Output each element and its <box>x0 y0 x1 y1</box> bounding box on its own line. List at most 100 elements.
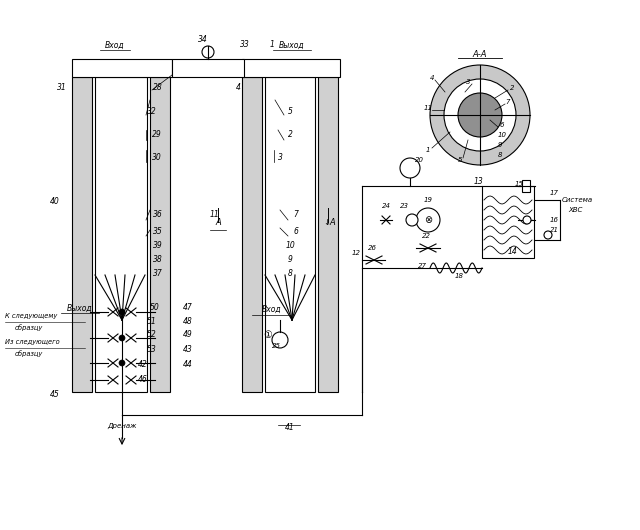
Text: 16: 16 <box>550 217 559 223</box>
Bar <box>95 77 147 392</box>
Circle shape <box>119 360 125 366</box>
Text: 27: 27 <box>418 263 427 269</box>
Circle shape <box>400 158 420 178</box>
Text: 4: 4 <box>429 75 435 81</box>
Text: 28: 28 <box>153 84 163 93</box>
Text: 18: 18 <box>455 273 464 279</box>
Circle shape <box>202 46 214 58</box>
Text: А-А: А-А <box>473 50 487 59</box>
Text: образцу: образцу <box>15 350 44 357</box>
Text: 19: 19 <box>424 197 433 203</box>
Text: 11: 11 <box>424 105 433 111</box>
Text: 13: 13 <box>473 178 483 187</box>
Text: образцу: образцу <box>15 324 44 331</box>
Bar <box>172 59 244 77</box>
Text: 15: 15 <box>515 181 524 187</box>
Bar <box>72 77 92 392</box>
Text: 46: 46 <box>138 375 148 384</box>
Text: 6: 6 <box>294 227 298 236</box>
Text: 8: 8 <box>498 152 502 158</box>
Circle shape <box>119 309 125 315</box>
Text: ⊗: ⊗ <box>424 215 432 225</box>
Text: 20: 20 <box>415 157 424 163</box>
Text: 53: 53 <box>147 346 157 355</box>
Text: А: А <box>215 218 221 227</box>
Text: Выход: Выход <box>279 40 305 49</box>
Text: 7: 7 <box>294 210 298 219</box>
Text: 8: 8 <box>287 269 292 278</box>
Text: Вход: Вход <box>105 40 125 49</box>
Text: Из следующего: Из следующего <box>5 339 60 345</box>
Text: 21: 21 <box>550 227 559 233</box>
Text: 12: 12 <box>352 250 361 256</box>
Text: 3: 3 <box>278 154 282 163</box>
Text: 17: 17 <box>550 190 559 196</box>
Circle shape <box>444 79 516 151</box>
Text: 31: 31 <box>57 84 67 93</box>
Text: 2: 2 <box>509 85 515 91</box>
Text: 25: 25 <box>272 343 281 349</box>
Text: 10: 10 <box>285 242 295 251</box>
Text: К следующему: К следующему <box>5 313 57 319</box>
Text: 47: 47 <box>183 304 193 313</box>
Text: 44: 44 <box>183 360 193 369</box>
Bar <box>242 59 340 77</box>
Text: 48: 48 <box>183 317 193 326</box>
Text: 29: 29 <box>152 130 162 139</box>
Text: 2: 2 <box>287 130 292 139</box>
Text: 30: 30 <box>152 154 162 163</box>
Bar <box>482 186 534 258</box>
Text: 10: 10 <box>497 132 506 138</box>
Bar <box>318 77 338 392</box>
Bar <box>265 77 315 392</box>
Circle shape <box>544 231 552 239</box>
Circle shape <box>416 208 440 232</box>
Text: ↓А: ↓А <box>324 218 337 227</box>
Text: 33: 33 <box>240 40 250 49</box>
Bar <box>72 59 172 77</box>
Text: 26: 26 <box>368 245 377 251</box>
Text: ХВС: ХВС <box>568 207 582 213</box>
Text: 41: 41 <box>285 423 295 432</box>
Text: 43: 43 <box>183 346 193 355</box>
Text: Система: Система <box>562 197 593 203</box>
Text: Дренаж: Дренаж <box>108 423 137 429</box>
Circle shape <box>458 93 502 137</box>
Circle shape <box>523 216 531 224</box>
Text: 52: 52 <box>147 331 157 340</box>
Text: 49: 49 <box>183 331 193 340</box>
Text: 6: 6 <box>500 122 504 128</box>
Bar <box>242 77 262 392</box>
Text: 24: 24 <box>382 203 391 209</box>
Text: 11: 11 <box>210 210 220 219</box>
Text: 42: 42 <box>138 360 148 369</box>
Text: 35: 35 <box>153 227 163 236</box>
Bar <box>150 77 170 392</box>
Circle shape <box>119 335 125 341</box>
Text: 39: 39 <box>153 242 163 251</box>
Text: 32: 32 <box>147 108 157 117</box>
Text: 45: 45 <box>50 391 60 400</box>
Text: 1: 1 <box>426 147 430 153</box>
Circle shape <box>430 65 530 165</box>
Text: 1: 1 <box>269 40 275 49</box>
Text: 40: 40 <box>50 198 60 207</box>
Text: 7: 7 <box>506 99 510 105</box>
Text: 5: 5 <box>287 108 292 117</box>
Text: 5: 5 <box>458 157 462 163</box>
Text: 34: 34 <box>198 36 208 45</box>
Text: 37: 37 <box>153 269 163 278</box>
Circle shape <box>272 332 288 348</box>
Text: Вход: Вход <box>262 305 282 314</box>
Text: 38: 38 <box>153 255 163 264</box>
Text: 9: 9 <box>498 142 502 148</box>
Text: 51: 51 <box>147 317 157 326</box>
Text: 3: 3 <box>466 79 470 85</box>
Text: 36: 36 <box>153 210 163 219</box>
Text: 4: 4 <box>236 84 241 93</box>
Bar <box>522 180 530 192</box>
Circle shape <box>406 214 418 226</box>
Text: ①: ① <box>264 330 273 340</box>
Text: 14: 14 <box>507 248 517 257</box>
Text: 9: 9 <box>287 255 292 264</box>
